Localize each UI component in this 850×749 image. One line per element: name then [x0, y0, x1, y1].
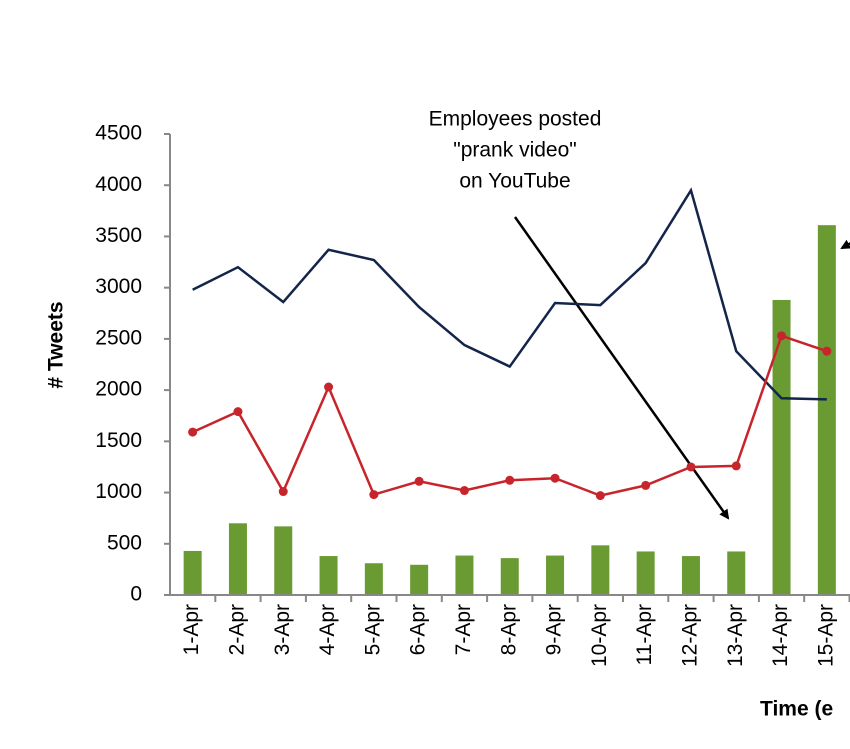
- x-tick-label: 4-Apr: [316, 604, 339, 655]
- x-tick-label: 5-Apr: [361, 604, 384, 655]
- point: [324, 382, 334, 392]
- bar: [183, 550, 202, 595]
- x-tick-label: 7-Apr: [452, 604, 475, 655]
- x-tick-label: 10-Apr: [588, 604, 611, 667]
- x-tick-label: 2-Apr: [225, 604, 248, 655]
- x-tick-label: 14-Apr: [769, 604, 792, 667]
- point: [641, 480, 651, 490]
- y-tick-label: 1500: [95, 429, 142, 452]
- bar: [410, 564, 429, 595]
- y-tick-label: 4000: [95, 173, 142, 196]
- x-tick-label: 11-Apr: [633, 604, 656, 665]
- bar: [546, 555, 565, 595]
- annotation: Employees posted: [429, 108, 602, 131]
- bar: [817, 225, 836, 596]
- y-tick-label: 1000: [95, 480, 142, 503]
- y-tick-label: 4500: [95, 122, 142, 145]
- y-axis-title: # Tweets: [45, 301, 68, 388]
- bar: [591, 545, 610, 595]
- line: [192, 334, 828, 497]
- point: [414, 476, 424, 486]
- bar: [364, 563, 383, 595]
- x-tick-label: 15-Apr: [814, 604, 837, 667]
- annotation: on YouTube: [459, 170, 570, 193]
- point: [369, 490, 379, 500]
- point: [777, 331, 787, 341]
- bar: [319, 556, 338, 595]
- bar: [274, 526, 293, 595]
- y-tick-label: 2500: [95, 326, 142, 349]
- point: [822, 346, 832, 356]
- annotation-arrow: [840, 239, 850, 250]
- x-tick-label: 8-Apr: [497, 604, 520, 655]
- annotation: "prank video": [453, 139, 576, 162]
- point: [459, 486, 469, 496]
- y-tick-label: 3000: [95, 275, 142, 298]
- bar: [727, 551, 746, 595]
- point: [278, 487, 288, 497]
- bar: [228, 523, 247, 595]
- bar: [681, 556, 700, 595]
- bar: [636, 551, 655, 595]
- x-tick-label: 9-Apr: [543, 604, 566, 655]
- x-tick-label: 13-Apr: [724, 604, 747, 667]
- x-tick-label: 3-Apr: [271, 604, 294, 655]
- y-tick-label: 3500: [95, 224, 142, 247]
- x-axis-title: Time (e: [760, 698, 833, 721]
- line: [192, 187, 827, 401]
- y-tick-label: 2000: [95, 378, 142, 401]
- x-tick-label: 12-Apr: [678, 604, 701, 667]
- point: [686, 462, 696, 472]
- y-tick-label: 500: [107, 531, 142, 554]
- point: [550, 473, 560, 483]
- x-tick-label: 6-Apr: [407, 604, 430, 655]
- y-tick-label: 0: [130, 583, 142, 606]
- bar: [500, 558, 519, 595]
- point: [233, 407, 243, 417]
- point: [731, 461, 741, 471]
- point: [595, 491, 605, 501]
- annotation-arrow: [513, 216, 730, 520]
- point: [188, 427, 198, 437]
- bar: [455, 555, 474, 595]
- bar: [772, 299, 791, 595]
- x-tick-label: 1-Apr: [180, 604, 203, 655]
- point: [505, 475, 515, 485]
